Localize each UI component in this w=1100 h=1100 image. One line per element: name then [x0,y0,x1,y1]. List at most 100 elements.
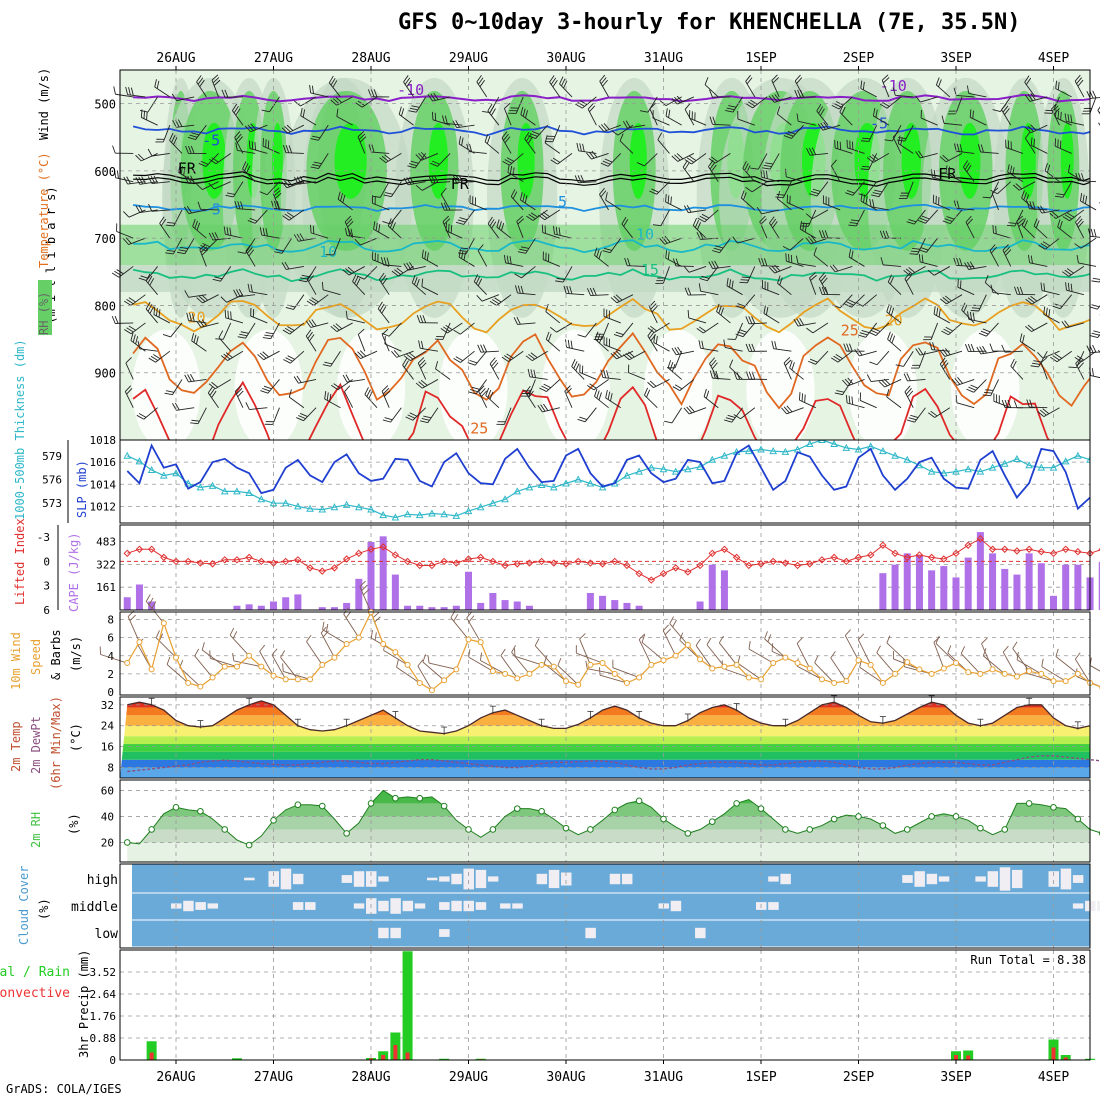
upper-wind-barb-staff [865,181,878,197]
upper-wind-barb-staff [774,266,792,274]
upper-wind-barb-staff [552,124,561,142]
upper-wind-barb [1001,103,1012,126]
upper-wind-barb-feather [795,255,799,264]
surface-wind-barb-staff [233,660,262,668]
upper-wind-barb-feather [892,131,899,138]
upper-wind-barb-feather [939,349,946,357]
thickness-marker [354,503,363,511]
upper-wind-barb-feather [1067,282,1070,291]
upper-wind-barb-staff [130,294,146,306]
wind-speed-marker [209,674,216,681]
upper-wind-barb-feather [954,377,961,385]
contour-label: 20 [885,312,903,330]
upper-wind-barb-feather [358,133,366,140]
surface-wind-barb-staff [1016,659,1042,675]
rh2m-axis-label: 2m RH [29,812,43,848]
thickness-marker [208,481,217,489]
upper-wind-barb-feather [808,147,814,156]
upper-wind-barb-feather [848,224,857,227]
upper-wind-barb-feather [156,80,160,89]
upper-wind-barb-feather [879,230,884,239]
upper-wind-barb-staff [607,153,622,167]
upper-wind-barb [575,96,597,109]
upper-wind-barb-feather [308,319,314,327]
upper-wind-barb [1025,322,1048,332]
upper-wind-barb-feather [330,77,336,86]
upper-wind-barb-feather [352,274,357,282]
upper-wind-barb-feather [381,385,389,392]
upper-wind-barb [708,260,731,270]
upper-wind-barb-staff [703,322,719,334]
upper-wind-barb-feather [972,312,975,321]
upper-wind-barb-feather [625,120,631,128]
upper-wind-barb-staff [232,110,244,126]
upper-wind-barb-staff [847,379,865,387]
lifted-index-marker [428,561,436,570]
upper-wind-barb-feather [190,373,195,382]
upper-wind-barb-feather [237,201,241,210]
upper-wind-barb-feather [422,315,427,323]
upper-wind-barb-staff [852,181,865,196]
upper-wind-barb-feather [968,386,976,391]
upper-wind-barb-feather [657,132,663,140]
upper-wind-barb [1037,407,1060,417]
upper-wind-barb [487,103,500,126]
upper-wind-barb [1024,124,1048,134]
upper-wind-barb-feather [406,262,412,270]
upper-wind-barb-feather [489,106,495,114]
surface-wind-barb [844,629,859,661]
surface-wind-barb [322,621,347,645]
upper-wind-barb-feather [384,154,392,161]
upper-wind-barb [805,209,829,220]
upper-wind-barb [1038,237,1060,250]
upper-wind-barb-feather [1057,110,1060,119]
upper-wind-barb-feather [199,79,205,87]
upper-wind-barb-feather [742,161,747,169]
wind-speed-marker [940,665,947,672]
upper-wind-barb-staff [162,125,171,143]
upper-wind-barb [917,209,938,224]
upper-wind-barb-feather [455,356,463,362]
upper-wind-barb-feather [238,288,244,297]
wind-speed-marker [684,641,691,648]
upper-wind-barb-feather [379,303,385,312]
surface-wind-barb-feather [468,615,475,623]
upper-wind-barb-feather [434,112,437,121]
surface-wind-barb-feather [858,633,865,641]
temperature-color-band [120,707,1090,716]
upper-wind-barb-feather [171,93,177,101]
upper-wind-barb-staff [447,322,463,334]
upper-wind-barb-staff [128,237,146,245]
upper-wind-barb-feather [712,116,716,125]
upper-wind-barb [708,153,731,164]
contour-label: 25 [841,322,859,340]
lifted-index-marker [1061,545,1070,553]
cape-bar [233,605,241,610]
upper-wind-barb-feather [860,168,869,171]
upper-wind-barb-staff [1007,171,1024,183]
upper-wind-barb [586,287,609,297]
rh-marker [392,794,399,802]
upper-wind-barb-staff [816,181,829,197]
upper-wind-barb-feather [300,412,308,417]
upper-wind-barb-staff [463,209,475,225]
upper-wind-barb-feather [305,320,312,328]
upper-wind-barb-staff [876,350,890,366]
upper-wind-barb-feather [187,374,192,382]
upper-wind-barb [860,193,877,211]
upper-wind-barb-feather [1001,344,1006,353]
thickness-marker [1074,451,1082,459]
lifted-index-marker [281,557,290,566]
cloud-high-clear-cell [451,873,462,885]
upper-wind-barb-feather [784,359,792,366]
surface-wind-barb [982,648,1006,675]
surface-wind-barb-feather [229,627,235,636]
upper-wind-barb [732,236,755,244]
upper-wind-barb-feather [225,352,233,358]
upper-wind-barb [808,350,829,365]
upper-wind-barb [431,111,451,126]
upper-wind-barb-feather [378,272,385,280]
thickness-marker [501,495,509,503]
upper-wind-barb-feather [594,388,598,397]
upper-wind-barb-staff [141,153,158,162]
